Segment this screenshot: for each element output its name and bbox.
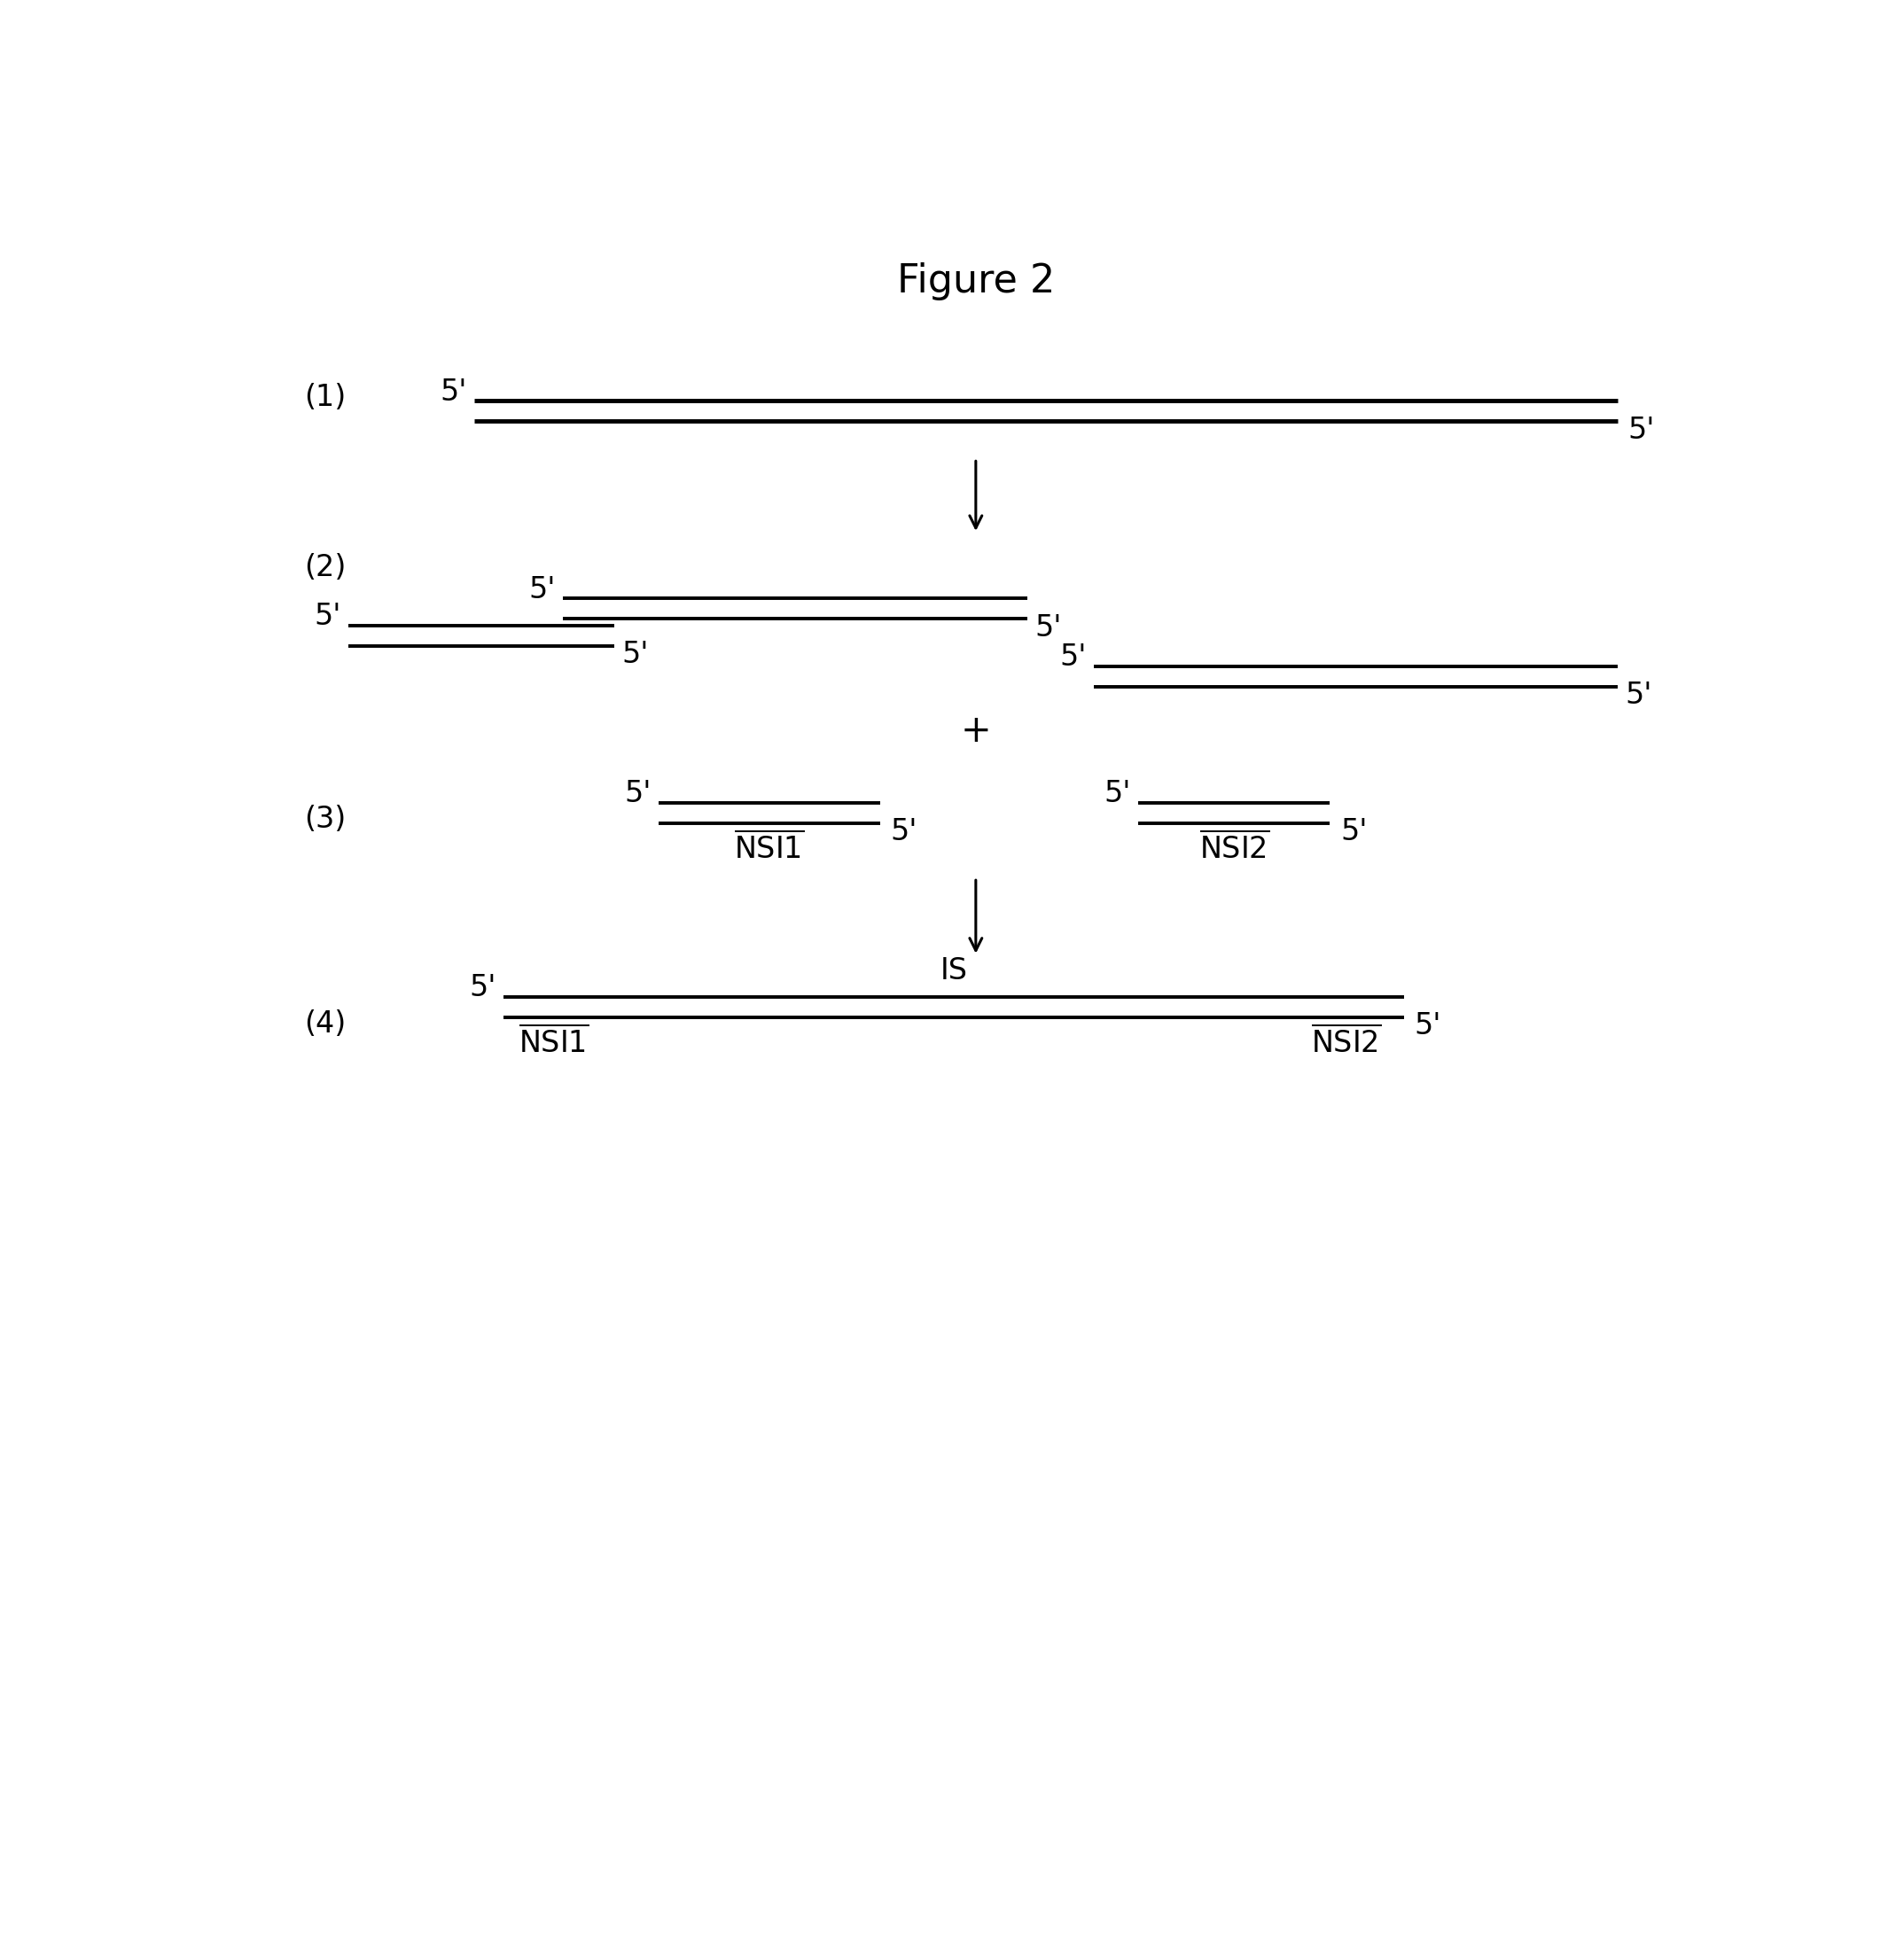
Text: 5': 5' — [440, 378, 466, 407]
Text: +: + — [960, 713, 992, 750]
Text: 5': 5' — [1104, 779, 1131, 808]
Text: 5': 5' — [527, 574, 556, 604]
Text: $\overline{\mathrm{NSI1}}$: $\overline{\mathrm{NSI1}}$ — [518, 1026, 588, 1059]
Text: 5': 5' — [1628, 415, 1655, 444]
Text: Figure 2: Figure 2 — [897, 263, 1055, 300]
Text: (3): (3) — [305, 804, 347, 835]
Text: 5': 5' — [1036, 613, 1062, 643]
Text: 5': 5' — [468, 974, 497, 1003]
Text: $\overline{\mathrm{NSI1}}$: $\overline{\mathrm{NSI1}}$ — [735, 831, 803, 864]
Text: 5': 5' — [1626, 681, 1653, 711]
Text: 5': 5' — [1415, 1012, 1441, 1042]
Text: 5': 5' — [1340, 818, 1367, 847]
Text: $\overline{\mathrm{NSI2}}$: $\overline{\mathrm{NSI2}}$ — [1200, 831, 1270, 864]
Text: IS: IS — [941, 956, 967, 985]
Text: 5': 5' — [891, 818, 918, 847]
Text: $\overline{\mathrm{NSI2}}$: $\overline{\mathrm{NSI2}}$ — [1312, 1026, 1382, 1059]
Text: (4): (4) — [305, 1009, 347, 1040]
Text: 5': 5' — [314, 602, 341, 631]
Text: (2): (2) — [305, 553, 347, 582]
Text: 5': 5' — [1059, 643, 1087, 672]
Text: 5': 5' — [623, 641, 649, 670]
Text: (1): (1) — [305, 382, 347, 413]
Text: 5': 5' — [625, 779, 651, 808]
